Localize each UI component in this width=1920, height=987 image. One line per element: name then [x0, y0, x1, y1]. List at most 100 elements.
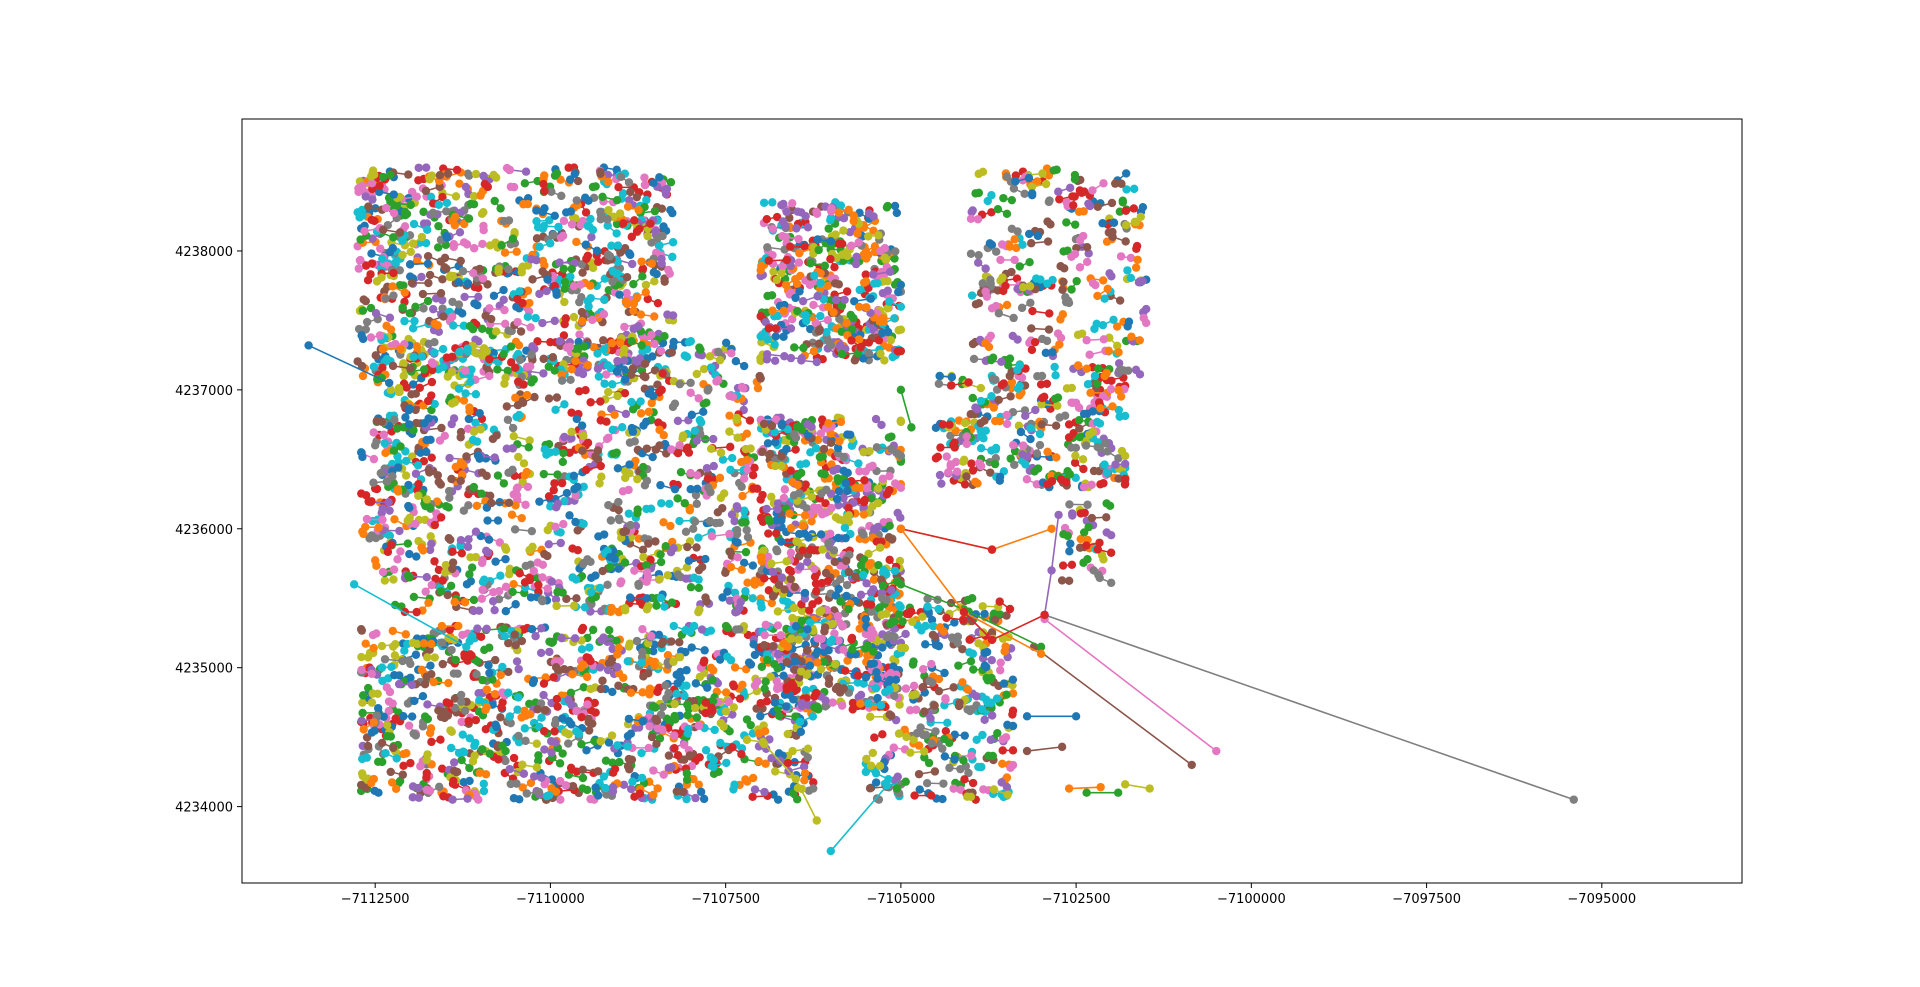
data-point [439, 345, 447, 353]
data-point [652, 601, 660, 609]
data-point [448, 313, 456, 321]
data-point [390, 190, 398, 198]
data-point [464, 543, 472, 551]
data-point [581, 193, 589, 201]
data-point [382, 204, 390, 212]
data-point [389, 291, 397, 299]
data-point [626, 593, 634, 601]
data-point [491, 453, 499, 461]
data-point [714, 348, 722, 356]
data-segment [533, 337, 554, 346]
data-point [560, 433, 568, 441]
data-point [571, 170, 579, 178]
data-point [360, 295, 368, 303]
data-point [381, 294, 389, 302]
data-point [448, 298, 456, 306]
data-point [578, 421, 586, 429]
data-point [588, 316, 596, 324]
data-segment [637, 310, 659, 320]
data-point [511, 600, 519, 608]
data-point [626, 521, 634, 529]
data-point [556, 337, 564, 345]
data-point [433, 321, 441, 329]
data-point [658, 232, 666, 240]
data-point [478, 351, 486, 359]
data-point [603, 581, 611, 589]
data-point [738, 566, 746, 574]
data-point [510, 754, 518, 762]
data-point [527, 378, 535, 386]
data-point [527, 350, 535, 358]
data-segment [483, 516, 502, 524]
data-point [596, 170, 604, 178]
data-point [539, 208, 547, 216]
data-segment [480, 780, 489, 796]
data-segment [470, 299, 481, 309]
data-point [551, 406, 559, 414]
data-point [630, 566, 638, 574]
data-point [608, 277, 616, 285]
data-point [467, 200, 475, 208]
data-point [448, 399, 456, 407]
data-point [635, 582, 643, 590]
data-point [586, 558, 594, 566]
data-point [573, 483, 581, 491]
data-point [516, 356, 524, 364]
data-point [668, 348, 676, 356]
data-point [472, 390, 480, 398]
data-point [412, 608, 420, 616]
data-point [439, 660, 447, 668]
data-point [515, 569, 523, 577]
data-point [667, 548, 675, 556]
data-point [462, 452, 470, 460]
data-point [554, 223, 562, 231]
data-point [628, 424, 636, 432]
data-point [472, 528, 480, 536]
data-point [626, 188, 634, 196]
data-point [579, 774, 587, 782]
data-point [393, 202, 401, 210]
data-point [668, 253, 676, 261]
data-point [504, 416, 512, 424]
data-point [568, 265, 576, 273]
data-point [571, 518, 579, 526]
data-point [587, 574, 595, 582]
data-point [443, 353, 451, 361]
data-segment [575, 293, 585, 306]
data-segment [478, 208, 488, 218]
data-segment [500, 216, 513, 225]
data-point [614, 464, 622, 472]
data-point [507, 358, 515, 366]
data-point [477, 489, 485, 497]
data-point [570, 472, 578, 480]
data-point [481, 180, 489, 188]
data-point [410, 593, 418, 601]
data-point [717, 494, 725, 502]
data-point [483, 516, 491, 524]
data-point [682, 528, 690, 536]
data-point [386, 248, 394, 256]
data-point [509, 580, 517, 588]
data-point [457, 536, 465, 544]
data-point [634, 505, 642, 513]
data-point [565, 511, 573, 519]
data-point [626, 251, 634, 259]
data-segment [456, 428, 465, 442]
data-point [428, 378, 436, 386]
data-point [371, 441, 379, 449]
data-point [470, 607, 478, 615]
data-point [733, 538, 741, 546]
data-point [540, 470, 548, 478]
data-point [519, 200, 527, 208]
data-point [437, 587, 445, 595]
data-point [368, 195, 376, 203]
data-point [359, 306, 367, 314]
data-point [621, 604, 629, 612]
data-point [422, 187, 430, 195]
data-point [438, 576, 446, 584]
data-point [683, 353, 691, 361]
data-point [612, 448, 620, 456]
data-point [458, 549, 466, 557]
data-point [617, 173, 625, 181]
data-point [607, 516, 615, 524]
